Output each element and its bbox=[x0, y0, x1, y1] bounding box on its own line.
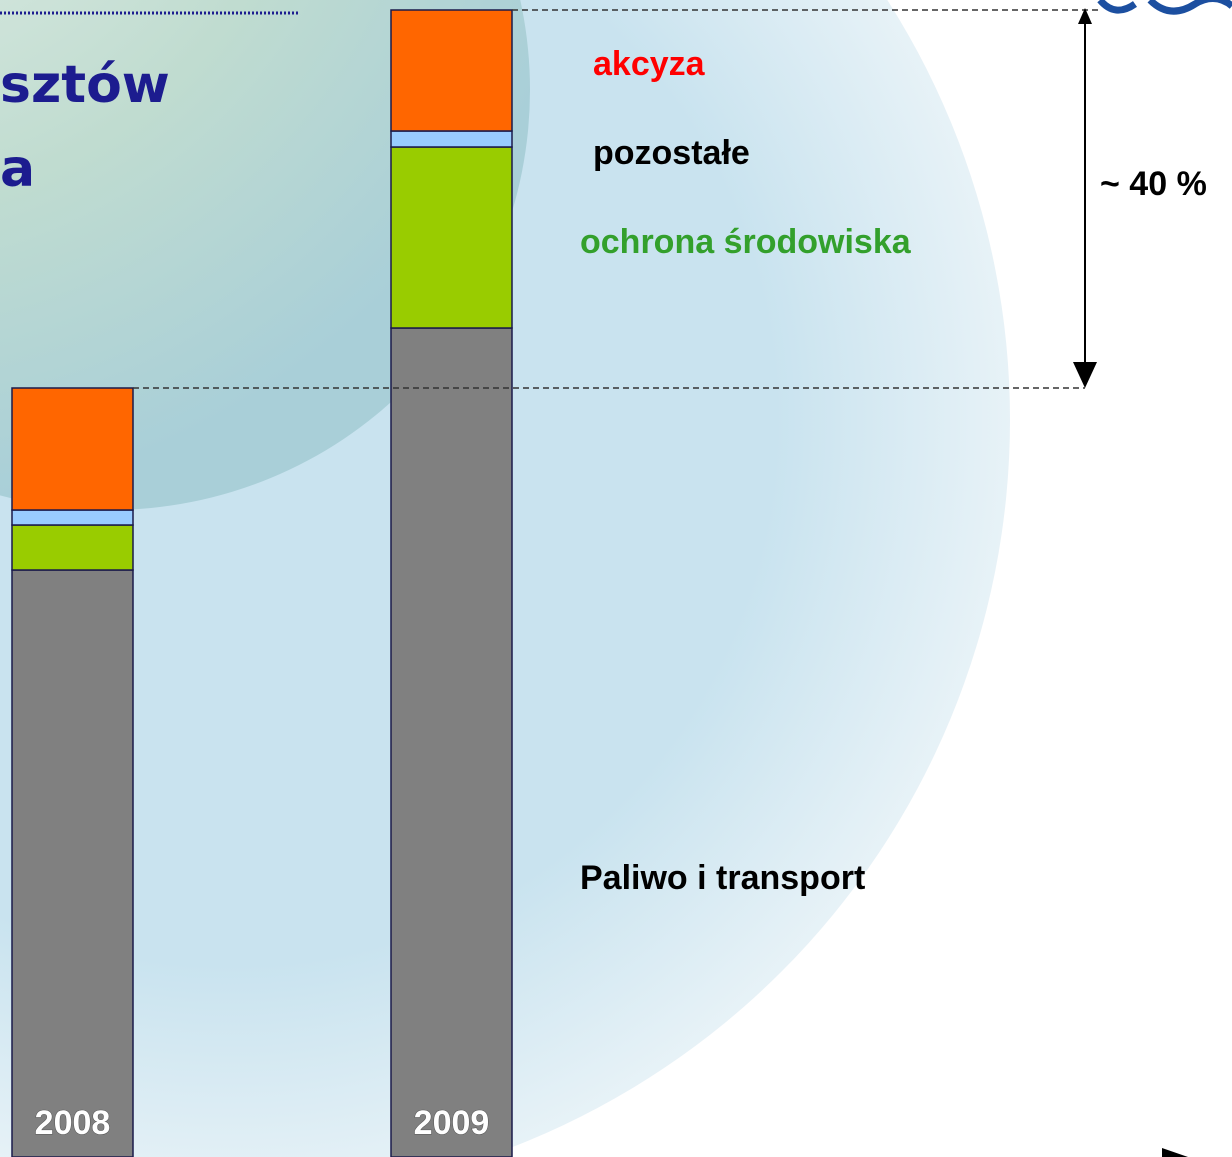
legend-label: pozostałe bbox=[593, 134, 750, 172]
legend-label: akcyza bbox=[593, 45, 706, 83]
arrow-fragment bbox=[1162, 1148, 1188, 1157]
category-label: 2008 bbox=[35, 1104, 111, 1142]
title: a bbox=[0, 139, 35, 199]
legend-label: Paliwo i transport bbox=[580, 859, 865, 897]
bar-segment bbox=[390, 327, 513, 1157]
bar-segment bbox=[390, 146, 513, 329]
bar-segment bbox=[11, 509, 134, 526]
legend-label: ochrona środowiska bbox=[580, 223, 912, 261]
bar-segment bbox=[390, 130, 513, 148]
bar-segment bbox=[11, 387, 134, 511]
bar-segment bbox=[11, 569, 134, 1157]
title: sztów bbox=[0, 55, 170, 115]
logo-fragment bbox=[1097, 0, 1232, 15]
bar-segment bbox=[11, 524, 134, 571]
annotation: ~ 40 % bbox=[1100, 165, 1207, 203]
arrow-head bbox=[1073, 362, 1097, 388]
category-label: 2009 bbox=[414, 1104, 490, 1142]
chart: 2008 2009 Paliwo i transport ochrona środow… bbox=[11, 9, 1100, 1157]
bar-segment bbox=[390, 9, 513, 132]
arrow-head bbox=[1078, 8, 1092, 24]
